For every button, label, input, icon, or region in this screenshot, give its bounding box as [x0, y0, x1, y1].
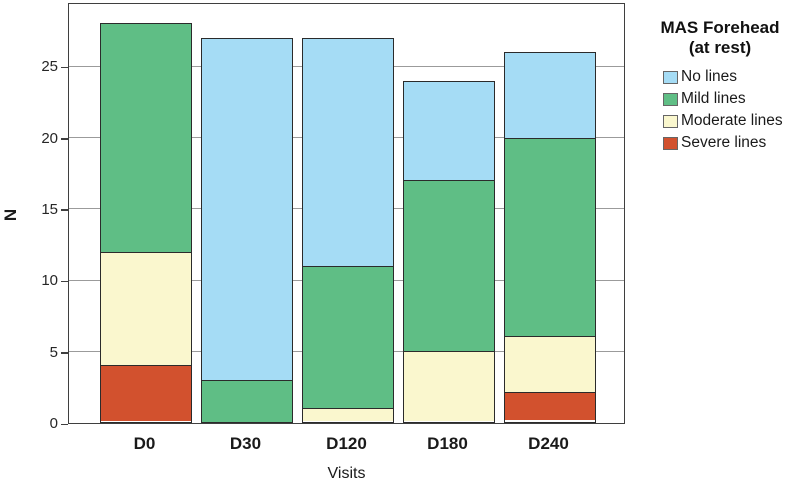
legend-item-no-lines: No lines [663, 68, 795, 86]
bar-segment-moderate-lines [100, 251, 191, 365]
bar-segment-mild-lines [100, 24, 191, 252]
legend-items: No lines Mild lines Moderate lines Severe l… [645, 68, 795, 152]
bar-segment-severe-lines [100, 364, 191, 421]
y-tick-label: 20 [41, 129, 58, 147]
bar-segment-no-lines [504, 52, 595, 138]
x-tick-label-d0: D0 [133, 434, 156, 453]
plot-area [68, 3, 625, 424]
legend-title-line1: MAS Forehead [660, 18, 780, 37]
bar-segment-moderate-lines [504, 336, 595, 393]
x-tick-label-d240: D240 [528, 434, 569, 453]
y-tick-mark [61, 209, 68, 211]
bar-segment-mild-lines [302, 266, 393, 408]
legend: MAS Forehead (at rest) No lines Mild line… [645, 18, 795, 156]
y-tick-label: 25 [41, 58, 58, 76]
legend-label: Severe lines [681, 134, 767, 152]
legend-swatch-icon [663, 70, 678, 84]
bar-segment-severe-lines [504, 392, 595, 420]
y-tick-mark [61, 423, 68, 425]
bar-segment-mild-lines [504, 137, 595, 337]
x-tick-label-d30: D30 [229, 434, 262, 453]
y-tick-mark [61, 280, 68, 283]
x-tick-label-d120: D120 [326, 434, 367, 453]
legend-label: Mild lines [681, 90, 746, 108]
legend-label: Moderate lines [681, 112, 783, 130]
legend-item-mild-lines: Mild lines [663, 90, 795, 108]
bar-d120 [301, 37, 394, 423]
x-axis-title: Visits [327, 465, 366, 482]
y-tick-mark [61, 138, 68, 140]
legend-label: No lines [681, 68, 737, 86]
bar-segment-no-lines [403, 81, 494, 181]
legend-swatch-icon [663, 92, 678, 106]
y-tick-mark [61, 66, 68, 69]
y-tick-label: 0 [49, 415, 58, 432]
bar-segment-no-lines [302, 38, 393, 267]
bar-segment-mild-lines [201, 380, 292, 422]
bar-segment-moderate-lines [403, 350, 494, 421]
legend-item-severe-lines: Severe lines [663, 134, 795, 152]
bar-segment-no-lines [201, 38, 292, 381]
bar-d180 [402, 80, 495, 423]
bar-d0 [99, 23, 192, 423]
legend-item-moderate-lines: Moderate lines [663, 112, 795, 130]
y-tick-label: 10 [41, 272, 58, 290]
y-tick-label: 5 [49, 343, 58, 361]
legend-swatch-icon [663, 114, 678, 128]
bar-d240 [503, 51, 596, 423]
bar-d30 [200, 37, 293, 423]
y-tick-label: 15 [41, 200, 58, 218]
x-tick-label-d180: D180 [427, 434, 468, 453]
legend-title: MAS Forehead (at rest) [645, 18, 795, 58]
bar-segment-mild-lines [403, 180, 494, 351]
y-tick-mark [61, 352, 68, 354]
legend-swatch-icon [663, 136, 678, 150]
legend-title-line2: (at rest) [688, 38, 752, 58]
bar-segment-moderate-lines [302, 407, 393, 421]
